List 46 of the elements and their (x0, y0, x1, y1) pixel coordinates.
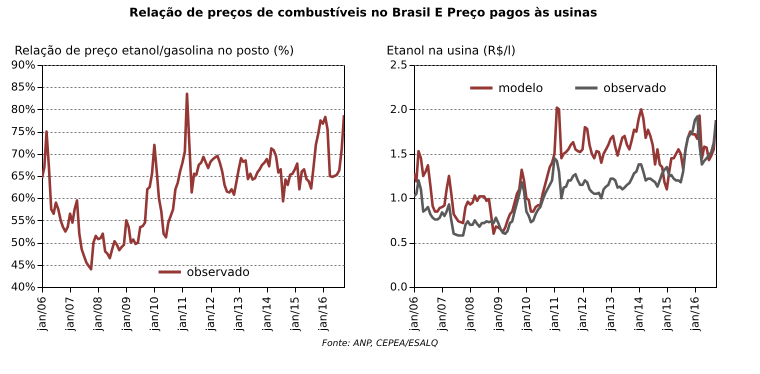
x-tick-label: jan/06 (36, 296, 48, 332)
legend-label: observado (603, 81, 666, 95)
y-tick-label: 90% (11, 58, 36, 72)
y-tick-label: 55% (11, 214, 36, 227)
x-tick-label: jan/09 (120, 296, 133, 332)
y-tick-label: 65% (11, 170, 36, 182)
x-tick-label: jan/10 (520, 296, 533, 332)
x-tick-label: jan/08 (464, 296, 477, 332)
y-tick-label: 80% (11, 102, 36, 116)
y-tick-label: 0.0 (390, 280, 408, 294)
x-tick-label: jan/10 (148, 296, 161, 332)
source-note: Fonte: ANP, CEPEA/ESALQ (320, 339, 440, 349)
y-tick-label: 40% (11, 280, 36, 294)
chart-title: Relação de preços de combustíveis no Brasil E Preço pagos às usinas (129, 6, 598, 20)
y-tick-label: 70% (11, 147, 36, 160)
x-tick-label: jan/08 (92, 296, 105, 332)
x-tick-label: jan/11 (548, 296, 561, 332)
y-tick-label: 1.0 (390, 192, 408, 205)
y-tick-label: 45% (11, 258, 36, 272)
y-tick-label: 75% (11, 125, 36, 138)
y-tick-label: 0.5 (390, 236, 408, 250)
x-tick-label: jan/07 (436, 296, 449, 332)
y-tick-label: 85% (11, 80, 36, 94)
y-tick-label: 60% (11, 192, 36, 205)
x-tick-label: jan/14 (632, 296, 646, 332)
x-tick-label: jan/16 (688, 296, 702, 332)
x-tick-label: jan/13 (232, 296, 246, 332)
x-tick-label: jan/11 (176, 296, 189, 332)
x-tick-label: jan/15 (660, 296, 674, 332)
y-axis-title: Relação de preço etanol/gasolina no posto (%) (14, 44, 294, 58)
legend-label: observado (186, 265, 250, 279)
x-tick-label: jan/06 (408, 296, 420, 332)
x-tick-label: jan/14 (260, 296, 274, 332)
x-tick-label: jan/13 (604, 296, 618, 332)
x-tick-label: jan/07 (64, 296, 77, 332)
x-tick-label: jan/12 (576, 296, 590, 332)
x-tick-label: jan/16 (316, 296, 330, 332)
x-tick-label: jan/09 (492, 296, 505, 332)
y-tick-label: 2.0 (390, 102, 408, 116)
y-tick-label: 2.5 (390, 58, 408, 72)
legend-label: modelo (498, 81, 544, 95)
y-axis-title: Etanol na usina (R$/l) (386, 44, 516, 58)
y-tick-label: 1.5 (390, 147, 408, 160)
y-tick-label: 50% (11, 236, 36, 250)
x-tick-label: jan/12 (204, 296, 218, 332)
x-tick-label: jan/15 (288, 296, 302, 332)
